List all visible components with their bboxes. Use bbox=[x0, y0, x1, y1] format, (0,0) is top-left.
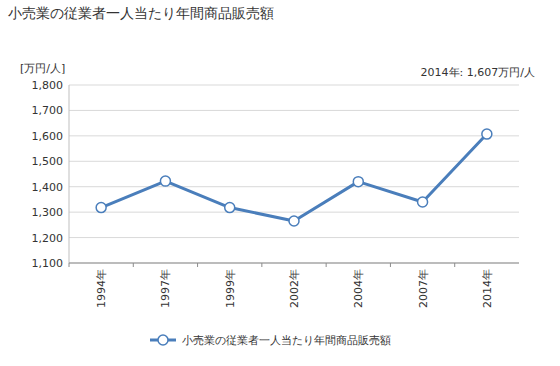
x-axis bbox=[69, 263, 519, 264]
legend-label: 小売業の従業者一人当たり年間商品販売額 bbox=[182, 334, 391, 347]
x-tick bbox=[133, 263, 134, 267]
x-tick bbox=[261, 263, 262, 267]
y-axis-label: [万円/人] bbox=[20, 62, 65, 75]
chart: 小売業の従業者一人当たり年間商品販売額 [万円/人] 2014年: 1,607万円/… bbox=[0, 0, 560, 366]
x-tick bbox=[454, 263, 455, 267]
plot-area bbox=[96, 129, 492, 226]
grid-line bbox=[69, 186, 519, 187]
point bbox=[418, 197, 428, 207]
point bbox=[482, 129, 492, 139]
x-tick bbox=[69, 263, 70, 267]
grid-line bbox=[69, 85, 519, 86]
x-tick-label: 2002年 bbox=[288, 269, 301, 308]
x-tick-label: 1994年 bbox=[95, 269, 108, 308]
x-tick-label: 2014年 bbox=[481, 269, 494, 308]
line bbox=[101, 134, 487, 221]
x-tick-label: 2007年 bbox=[417, 269, 430, 308]
y-tick-label: 1,800 bbox=[32, 79, 64, 92]
annotation: 2014年: 1,607万円/人 bbox=[421, 66, 535, 79]
grid-line bbox=[69, 263, 519, 264]
grid-line bbox=[69, 212, 519, 213]
title: 小売業の従業者一人当たり年間商品販売額 bbox=[8, 5, 274, 21]
legend-marker bbox=[158, 335, 168, 345]
x-tick bbox=[197, 263, 198, 267]
grid-line bbox=[69, 110, 519, 111]
y-axis bbox=[69, 85, 70, 263]
x-tick-label: 1999年 bbox=[224, 269, 237, 308]
x-tick-label: 2004年 bbox=[352, 269, 365, 308]
grid-line bbox=[69, 135, 519, 136]
point bbox=[160, 176, 170, 186]
grid-line bbox=[69, 161, 519, 162]
y-tick-label: 1,100 bbox=[32, 257, 64, 270]
y-tick-label: 1,700 bbox=[32, 104, 64, 117]
x-tick-label: 1997年 bbox=[159, 269, 172, 308]
y-tick-label: 1,500 bbox=[32, 155, 64, 168]
x-tick bbox=[390, 263, 391, 267]
y-tick-label: 1,400 bbox=[32, 181, 64, 194]
grid-line bbox=[69, 237, 519, 238]
y-tick-label: 1,600 bbox=[32, 130, 64, 143]
point bbox=[96, 203, 106, 213]
point bbox=[225, 203, 235, 213]
y-tick-label: 1,200 bbox=[32, 232, 64, 245]
y-tick-label: 1,300 bbox=[32, 206, 64, 219]
point bbox=[289, 216, 299, 226]
x-tick bbox=[326, 263, 327, 267]
point bbox=[353, 177, 363, 187]
